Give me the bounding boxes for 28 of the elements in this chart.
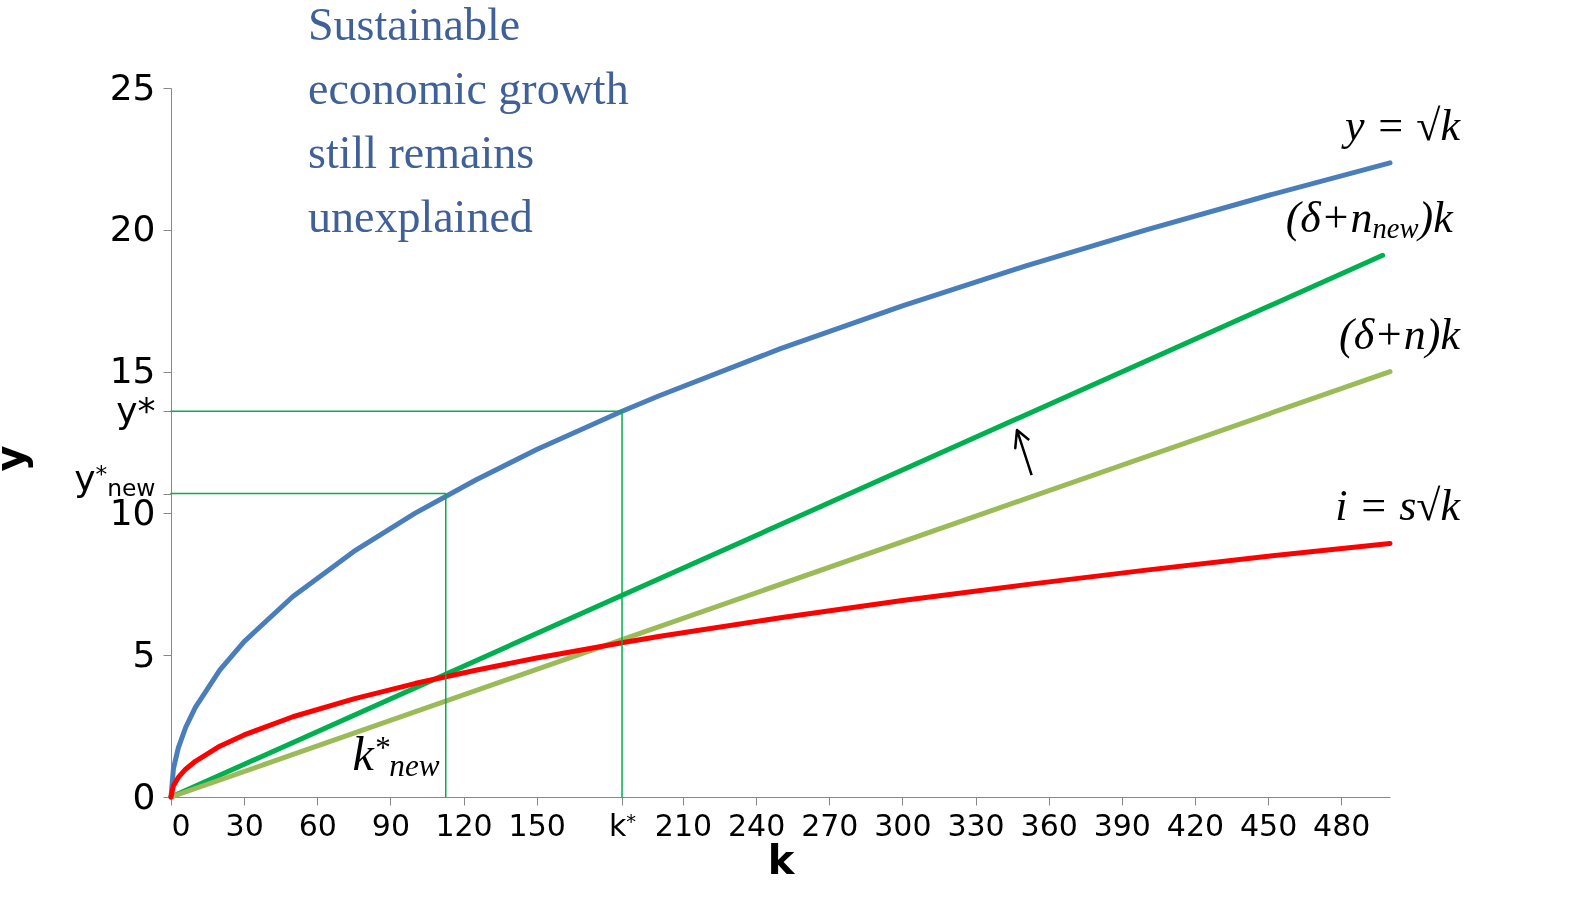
series-label: (δ+n)k: [1339, 309, 1462, 359]
y-tick-label: y*: [116, 389, 156, 431]
x-tick-label: 330: [947, 807, 1005, 843]
x-tick-label: 360: [1020, 807, 1078, 843]
series-label: (δ+n$_{new}$)k: [1285, 193, 1455, 245]
series-label: i = s√k: [1335, 481, 1462, 531]
x-tick-label: 90: [371, 807, 411, 843]
x-tick-label: 120: [435, 807, 493, 843]
y-tick-label: 0: [132, 775, 156, 817]
x-tick-label: 60: [298, 807, 337, 843]
x-tick-label: 270: [801, 807, 859, 843]
x-tick-label: 150: [508, 807, 566, 843]
x-tick-label: 420: [1166, 807, 1225, 843]
x-tick-label: 480: [1313, 807, 1371, 843]
x-tick-label: 390: [1093, 807, 1151, 843]
annotation: Sustainable economic growth still remains unexplained: [308, 0, 629, 242]
x-tick-label: 30: [225, 807, 264, 843]
x-tick-label: 450: [1239, 807, 1298, 843]
x-tick-label: 300: [874, 807, 932, 843]
x-tick-label: 0: [171, 807, 191, 843]
y-tick-label: 25: [109, 66, 156, 108]
series-label: y = √k: [1341, 100, 1462, 150]
x-tick-label: 210: [654, 807, 713, 843]
y-tick-label: 15: [109, 350, 156, 392]
y-axis-title: y: [0, 445, 33, 472]
y-tick-label: 20: [109, 208, 156, 250]
x-tick-label: k$^{*}$: [608, 807, 637, 843]
y-tick-label: 5: [132, 633, 156, 675]
